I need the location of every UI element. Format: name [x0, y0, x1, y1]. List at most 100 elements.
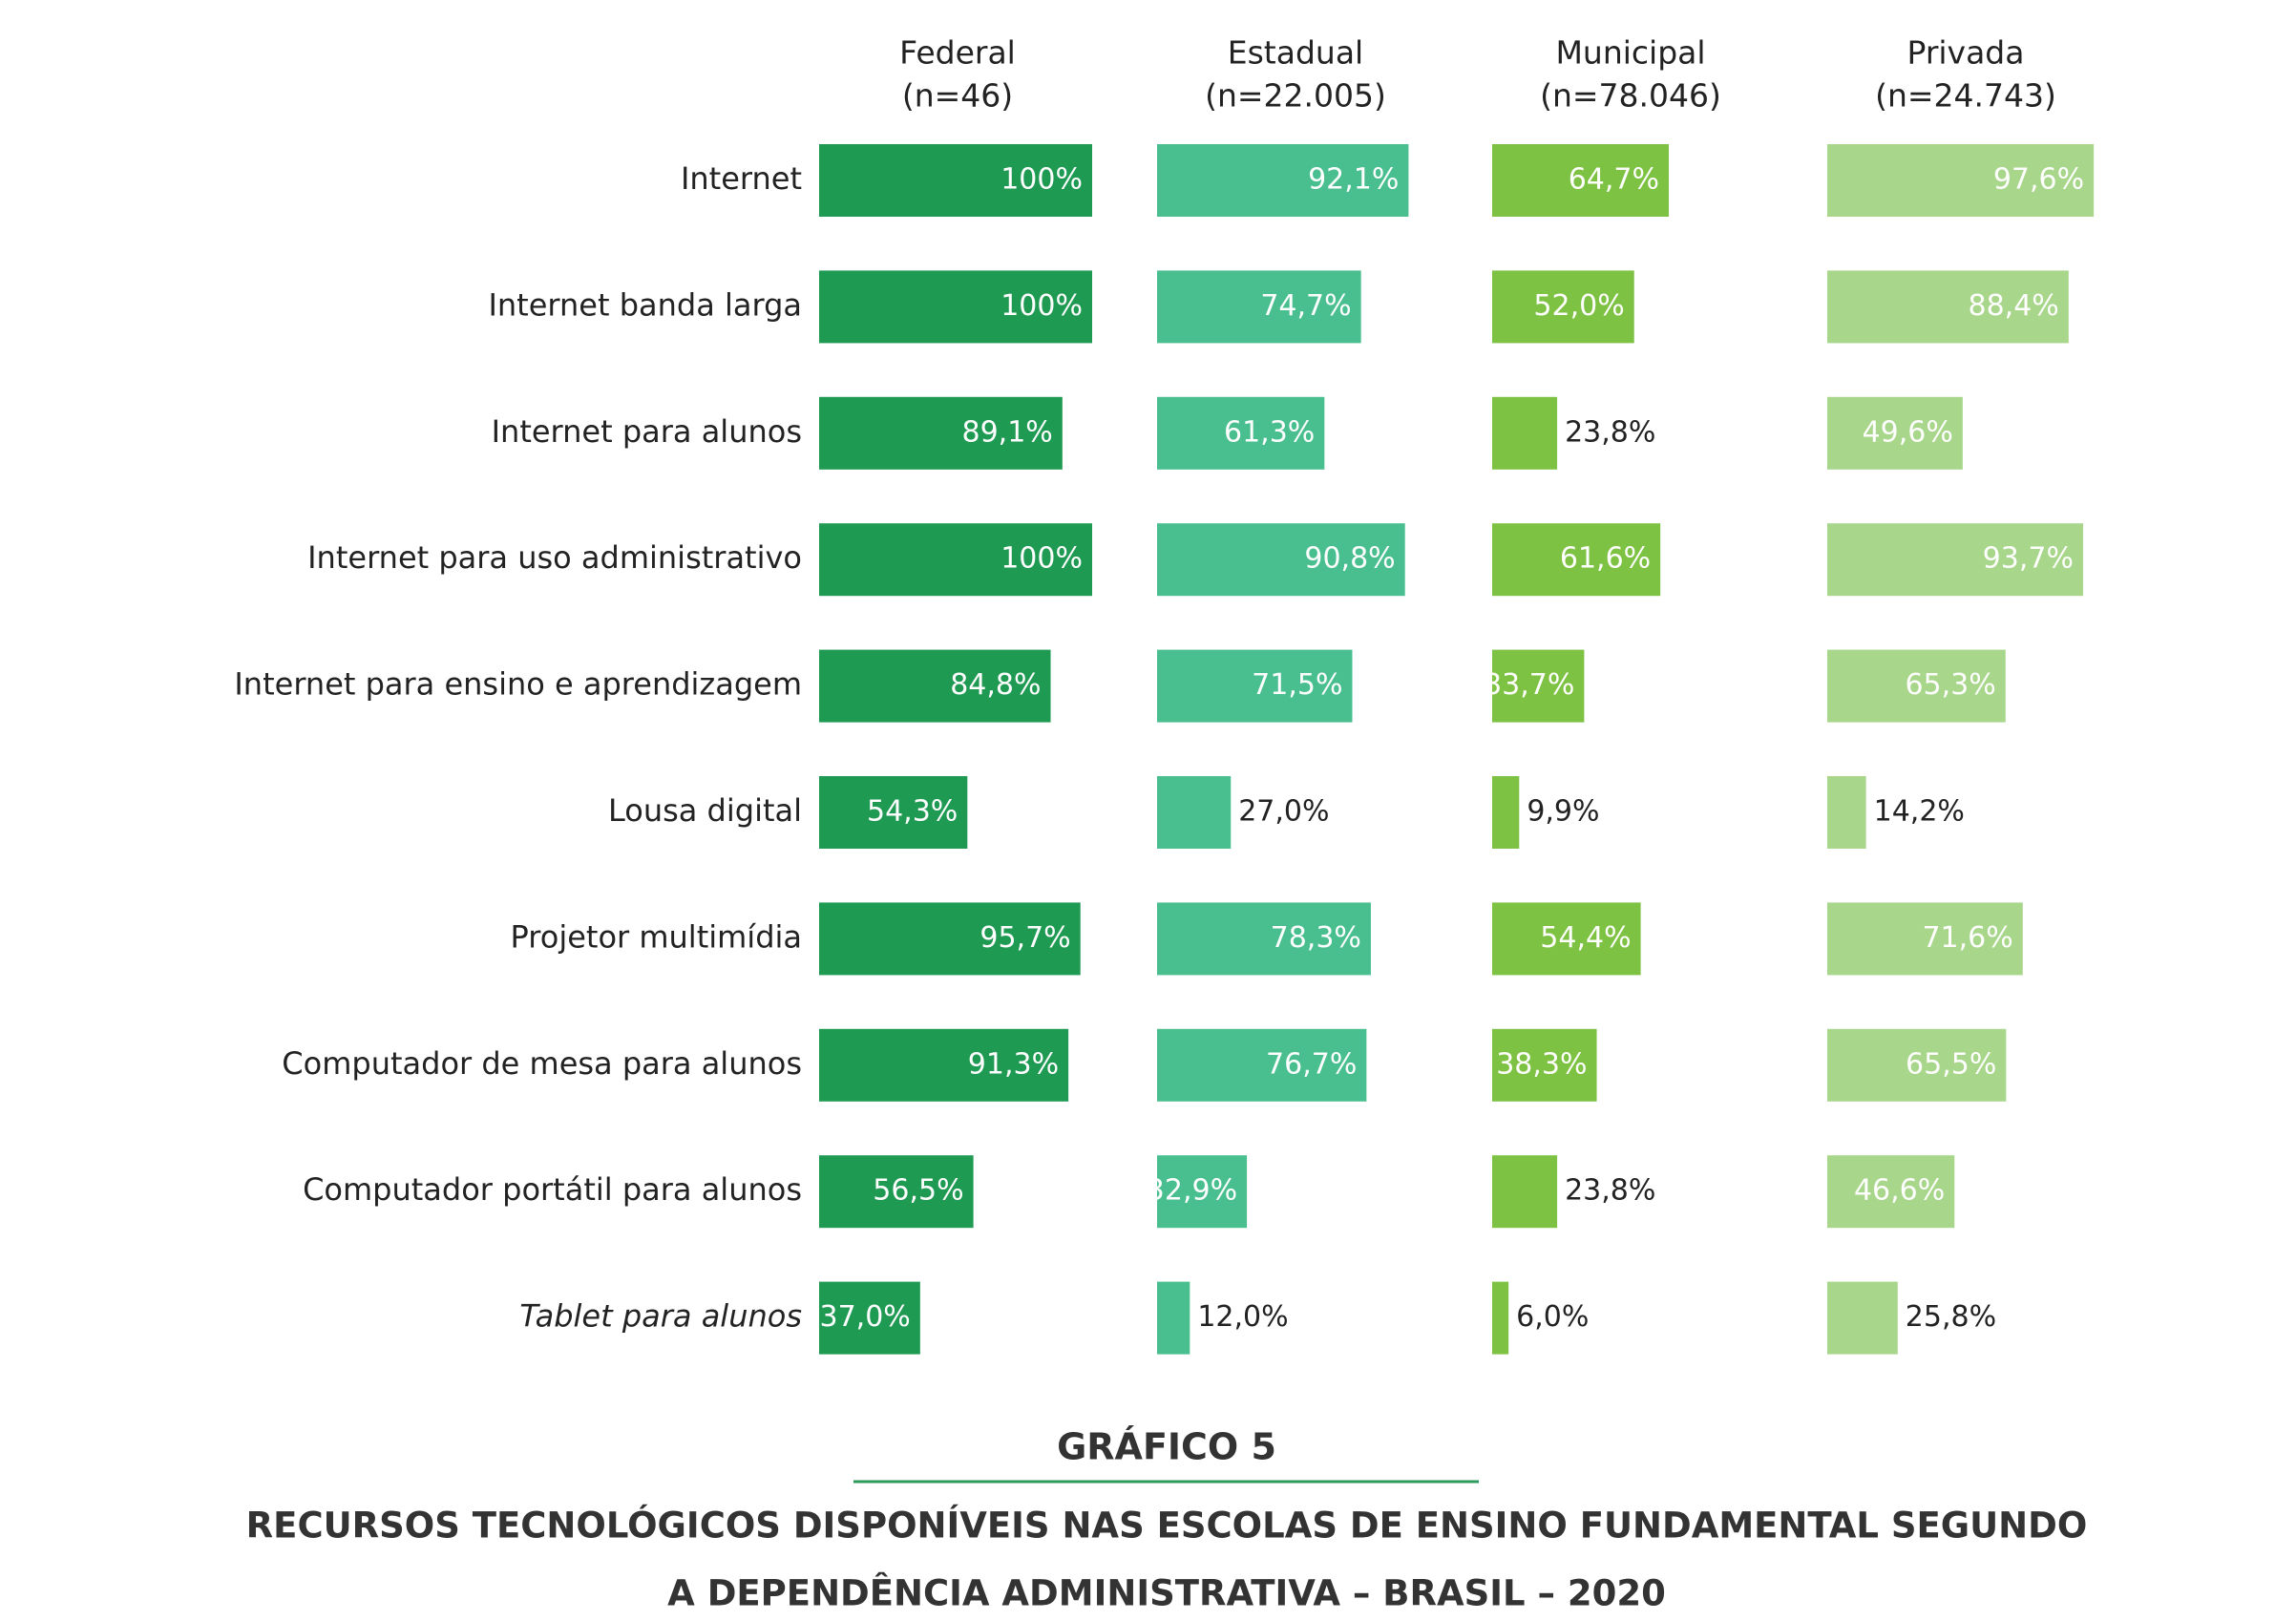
value-label: 91,3% [968, 1047, 1059, 1081]
chart-subtitle: RECURSOS TECNOLÓGICOS DISPONÍVEIS NAS ES… [246, 1505, 2088, 1547]
bar [819, 523, 1092, 597]
category-label: Internet [681, 160, 802, 197]
value-label: 100% [1001, 289, 1083, 323]
value-label: 27,0% [1238, 795, 1329, 829]
series-name: Municipal [1555, 34, 1705, 72]
value-label: 9,9% [1527, 795, 1599, 829]
category-label: Internet para uso administrativo [307, 539, 802, 576]
bar [1157, 902, 1371, 976]
value-label: 65,5% [1906, 1047, 1996, 1081]
value-label: 61,3% [1224, 415, 1315, 449]
value-label: 84,8% [950, 668, 1041, 702]
category-label: Projetor multimídia [511, 918, 802, 955]
value-label: 52,0% [1533, 289, 1624, 323]
chart-title: GRÁFICO 5 [1057, 1426, 1276, 1468]
series-sample: (n=46) [902, 77, 1013, 115]
value-label: 95,7% [979, 921, 1070, 955]
value-label: 46,6% [1854, 1174, 1945, 1208]
bar [1492, 144, 1670, 217]
value-label: 93,7% [1983, 542, 2074, 576]
value-label: 12,0% [1197, 1300, 1288, 1334]
bar [1492, 1028, 1597, 1102]
bar [1157, 1281, 1190, 1355]
series-name: Estadual [1228, 34, 1363, 72]
value-label: 23,8% [1565, 415, 1655, 449]
value-label: 37,0% [820, 1300, 911, 1334]
bar [819, 902, 1081, 976]
bar [1827, 776, 1866, 849]
bar [1492, 776, 1520, 849]
bar [1492, 1281, 1509, 1355]
bar [1827, 1155, 1955, 1229]
bar [819, 270, 1092, 344]
value-label: 71,6% [1922, 921, 2012, 955]
value-label: 25,8% [1906, 1300, 1996, 1334]
category-label: Internet para alunos [492, 413, 802, 450]
bar [819, 1281, 920, 1355]
bar [1827, 144, 2095, 217]
bar [1492, 902, 1641, 976]
value-label: 100% [1001, 542, 1083, 576]
value-label: 33,7% [1484, 668, 1574, 702]
value-label: 74,7% [1260, 289, 1351, 323]
value-label: 90,8% [1304, 542, 1395, 576]
category-label: Tablet para alunos [519, 1298, 802, 1335]
chart-subtitle: A DEPENDÊNCIA ADMINISTRATIVA – BRASIL – … [667, 1572, 1666, 1614]
value-label: 32,9% [1147, 1174, 1237, 1208]
series-sample: (n=22.005) [1205, 77, 1386, 115]
bar [1492, 649, 1585, 723]
bar [1492, 270, 1634, 344]
value-label: 64,7% [1569, 163, 1659, 197]
series-sample: (n=78.046) [1540, 77, 1721, 115]
value-label: 54,4% [1540, 921, 1631, 955]
bar [1157, 1155, 1248, 1229]
value-label: 71,5% [1252, 668, 1342, 702]
category-label: Computador de mesa para alunos [282, 1045, 802, 1082]
value-label: 97,6% [1993, 163, 2084, 197]
value-label: 6,0% [1516, 1300, 1589, 1334]
bar [1492, 1155, 1558, 1229]
bar [1492, 396, 1558, 470]
bar [1827, 396, 1963, 470]
category-label: Lousa digital [608, 792, 802, 829]
value-label: 38,3% [1496, 1047, 1587, 1081]
value-label: 76,7% [1266, 1047, 1357, 1081]
series-sample: (n=24.743) [1875, 77, 2056, 115]
series-name: Privada [1907, 34, 2025, 72]
category-label: Internet banda larga [488, 286, 802, 323]
value-label: 56,5% [873, 1174, 963, 1208]
bar [1157, 270, 1361, 344]
category-label: Computador portátil para alunos [303, 1171, 802, 1208]
bar [1827, 1281, 1898, 1355]
value-label: 89,1% [962, 415, 1053, 449]
value-label: 61,6% [1560, 542, 1651, 576]
value-label: 54,3% [867, 795, 958, 829]
value-label: 14,2% [1874, 795, 1965, 829]
bar [1827, 523, 2083, 597]
bar [1827, 1028, 2007, 1102]
bar [819, 776, 968, 849]
bar [1827, 649, 2006, 723]
bar [819, 1155, 974, 1229]
value-label: 92,1% [1308, 163, 1399, 197]
value-label: 100% [1001, 163, 1083, 197]
value-label: 65,3% [1905, 668, 1995, 702]
bar [819, 396, 1063, 470]
value-label: 23,8% [1565, 1174, 1655, 1208]
bar [1827, 270, 2069, 344]
value-label: 78,3% [1271, 921, 1361, 955]
bar [1827, 902, 2023, 976]
bar [1492, 523, 1661, 597]
value-label: 88,4% [1969, 289, 2059, 323]
bar [1157, 1028, 1367, 1102]
bar [819, 1028, 1069, 1102]
bar [1157, 523, 1405, 597]
bar [819, 144, 1092, 217]
bar [1157, 649, 1353, 723]
bar [1157, 144, 1409, 217]
bar [819, 649, 1051, 723]
category-label: Internet para ensino e aprendizagem [234, 666, 802, 703]
series-name: Federal [899, 34, 1016, 72]
value-label: 49,6% [1863, 415, 1953, 449]
